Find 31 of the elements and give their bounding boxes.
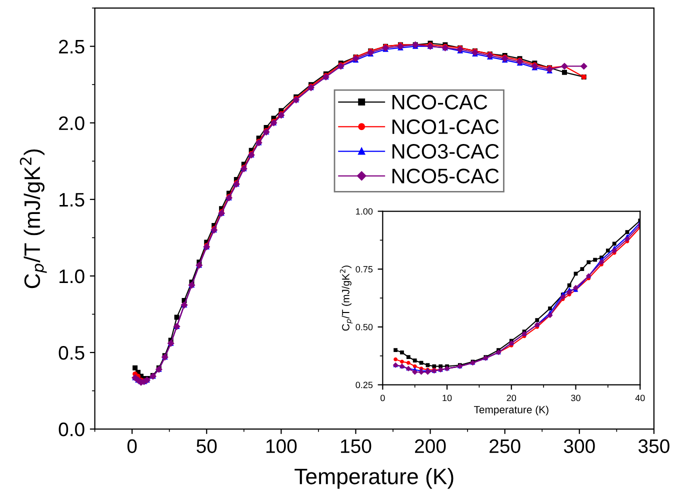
x-tick-label: 350 [638, 439, 670, 454]
legend-label: NCO3-CAC [392, 144, 499, 159]
y-tick-label: 1.5 [60, 193, 84, 207]
y-tick-label: 0.50 [356, 324, 373, 330]
legend-label: NCO5-CAC [392, 168, 499, 184]
x-tick-label: 250 [490, 439, 520, 454]
y-axis-title: C$_{p}$/T (mJ/gK$^{2}$) [340, 266, 353, 331]
x-tick-label: 0 [127, 439, 137, 454]
y-tick-label: 1.00 [356, 208, 373, 215]
x-tick-label: 20 [506, 394, 516, 402]
x-tick-label: 0 [380, 394, 385, 402]
y-tick-label: 1.0 [60, 269, 84, 284]
legend-label: NCO1-CAC [392, 119, 499, 134]
y-tick-label: 0.75 [356, 266, 373, 272]
y-axis-title: C$_{p}$/T (mJ/gK$^{2}$) [20, 149, 47, 288]
x-tick-label: 40 [635, 394, 645, 402]
x-tick-label: 30 [571, 394, 580, 402]
y-tick-label: 0.0 [58, 422, 84, 436]
y-tick-label: 2.0 [59, 116, 84, 130]
x-tick-label: 50 [196, 439, 217, 454]
y-tick-label: 2.5 [59, 40, 84, 54]
x-tick-label: 10 [442, 394, 452, 402]
x-axis-title: Temperature (K) [474, 406, 548, 416]
x-tick-label: 300 [564, 439, 595, 454]
x-tick-label: 150 [340, 439, 372, 454]
legend-label: NCO-CAC [392, 94, 488, 110]
x-tick-label: 100 [266, 439, 297, 454]
y-tick-label: 0.5 [58, 346, 84, 360]
x-tick-label: 200 [415, 439, 446, 454]
y-tick-label: 0.25 [356, 382, 373, 388]
x-axis-title: Temperature (K) [294, 468, 454, 489]
